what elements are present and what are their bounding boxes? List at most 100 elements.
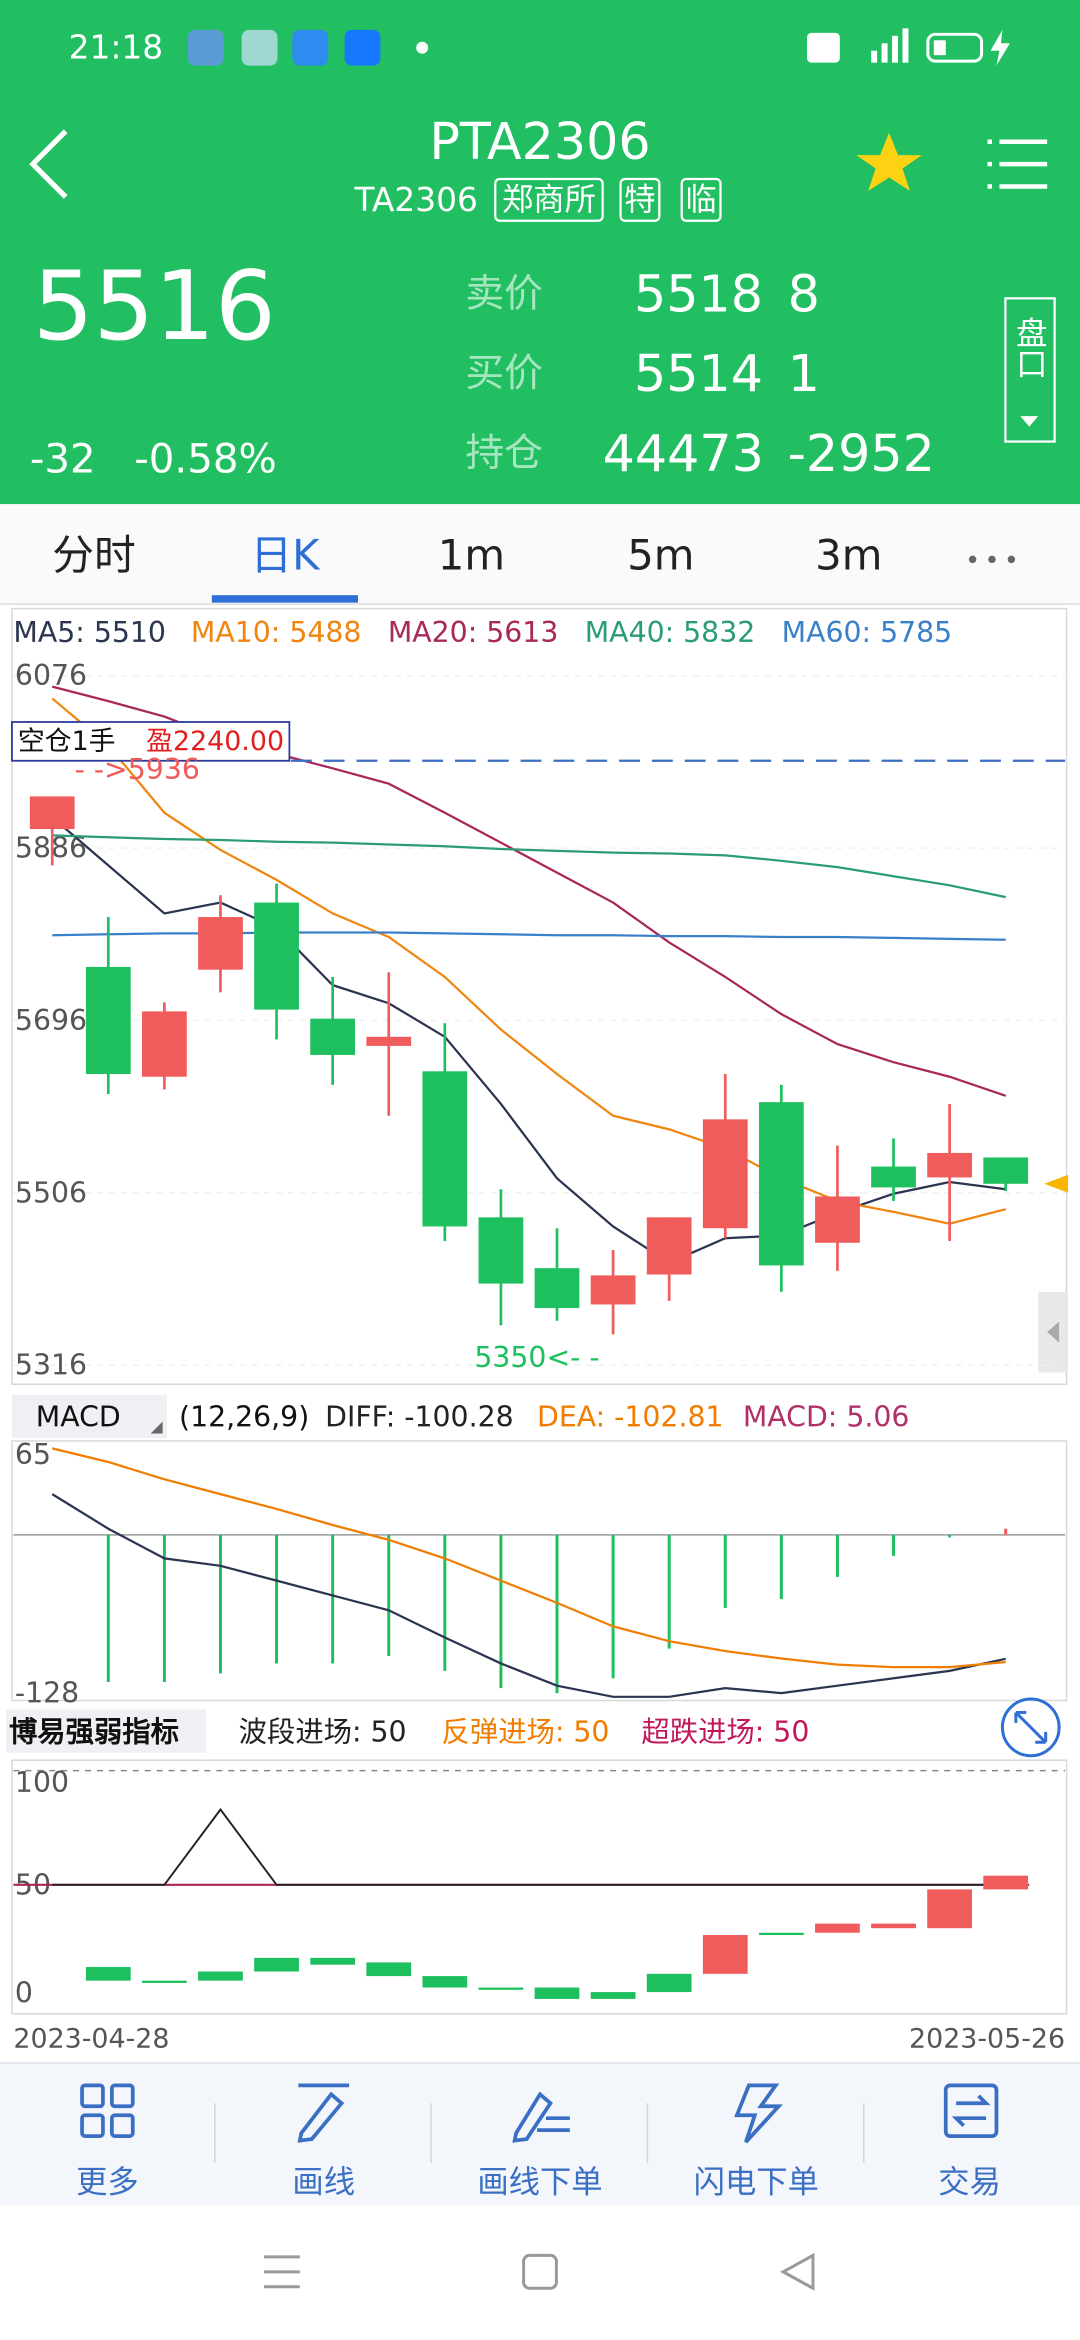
strength-selector[interactable] [5,1709,206,1753]
ma-legend: MA60: 5785 [782,616,953,649]
strength-bar [85,1966,131,1981]
candle-body [646,1217,692,1275]
end-date: 2023-05-26 [909,2024,1065,2055]
price-change-pct: -0.58% [134,436,276,482]
quote-label: 卖价 [465,271,543,316]
strength-legend: 反弹进场: 50 [442,1715,610,1748]
depth-button[interactable] [1004,297,1056,443]
ma-line [52,931,1006,941]
strength-bar [534,1987,580,1999]
position-profit: 盈2240.00 [146,726,284,757]
macd-frame [11,1440,1068,1702]
nav-item[interactable]: 交易 [938,2164,1001,2200]
high-note: - ->5936 [75,753,200,786]
strength-line [52,1807,1006,1886]
candle-body [478,1217,524,1284]
side-tab-arrow [1047,1321,1060,1343]
candle-body [366,1036,412,1046]
macd-legend: MACD: 5.06 [743,1401,910,1434]
menu-button[interactable] [987,139,1048,189]
macd-selector[interactable] [11,1394,168,1438]
strength-bar [310,1957,356,1965]
strength-title[interactable]: 博易强弱指标 [9,1715,179,1748]
contract-code: TA2306 [353,181,477,219]
tab[interactable]: 日K [250,530,321,579]
favorite-star[interactable] [856,132,922,191]
tabs-bg [0,504,1080,605]
app-icon [344,29,381,66]
ma-legend: MA10: 5488 [191,616,362,649]
tab[interactable]: 1m [438,530,505,579]
candle-body [702,1119,748,1229]
last-price-pointer [1044,1174,1069,1193]
candle-body [254,902,299,1010]
expand-button[interactable] [1000,1697,1061,1758]
strength-legend: 波段进场: 50 [239,1715,407,1748]
quote-value: 5514 [634,344,763,403]
back-button[interactable] [29,129,68,199]
app-icon [241,29,278,66]
tag: 特 [624,182,655,218]
tab-underline [211,595,359,603]
nav-item[interactable]: 更多 [76,2164,139,2200]
last-price: 5516 [33,250,276,362]
battery-icon [926,32,984,63]
selector-corner [150,1421,163,1434]
strength-bar [478,1987,524,1990]
bottom-nav: 更多 画线 画线下单 闪电下单 交易 [76,2164,1001,2200]
ma-legend: MA40: 5832 [585,616,756,649]
header-bg [0,0,1080,505]
tab[interactable]: 5m [627,530,694,579]
start-date: 2023-04-28 [13,2024,169,2055]
nav-item[interactable]: 画线下单 [477,2164,602,2200]
candle-body [815,1196,860,1243]
notification-dot [416,41,429,54]
quote-label: 持仓 [465,431,543,476]
tag-box [619,177,661,222]
strength-bar [254,1957,299,1972]
depth-arrow [1020,416,1039,427]
contract-title: PTA2306 [429,112,650,171]
system-home[interactable] [522,2253,558,2290]
strength-bar [366,1962,412,1977]
candle-body [927,1152,972,1178]
tab[interactable]: 分时 [52,530,136,579]
nav-item[interactable]: 画线 [292,2164,355,2200]
candle-body [422,1071,468,1227]
macd-legend: DEA: -102.81 [537,1401,723,1434]
candle-body [142,1011,187,1077]
signal-icon [871,28,909,63]
expand-icon [1014,1710,1048,1744]
ma-line [52,834,1006,899]
y-tick-label: 5316 [15,1349,87,1382]
tag: 郑商所 [502,182,596,218]
bottom-nav-bg [0,2062,1080,2205]
system-nav [264,2252,815,2291]
tab[interactable]: 3m [815,530,882,579]
macd-label[interactable]: MACD [36,1401,121,1434]
charging-icon [990,29,1010,66]
tag: 临 [685,182,716,218]
system-back[interactable] [780,2252,815,2291]
y-tick-label: 100 [15,1766,69,1799]
nav-item[interactable]: 闪电下单 [694,2164,819,2200]
quote-extra: -2952 [788,424,935,483]
macd-params: (12,26,9) [179,1401,309,1434]
app-icon [187,29,224,66]
candle-body [590,1275,636,1305]
more-tabs[interactable] [968,555,1016,564]
strength-bar [198,1971,243,1981]
candle-body [983,1157,1029,1184]
position-box [11,721,291,762]
quote-extra: 1 [788,344,820,403]
strength-bar [983,1875,1029,1890]
hd-icon [807,32,840,63]
y-tick-label: -128 [15,1677,79,1710]
tag-box [680,177,722,222]
system-menu[interactable] [264,2255,300,2289]
strength-bar [702,1935,748,1974]
tag-box [494,177,604,222]
